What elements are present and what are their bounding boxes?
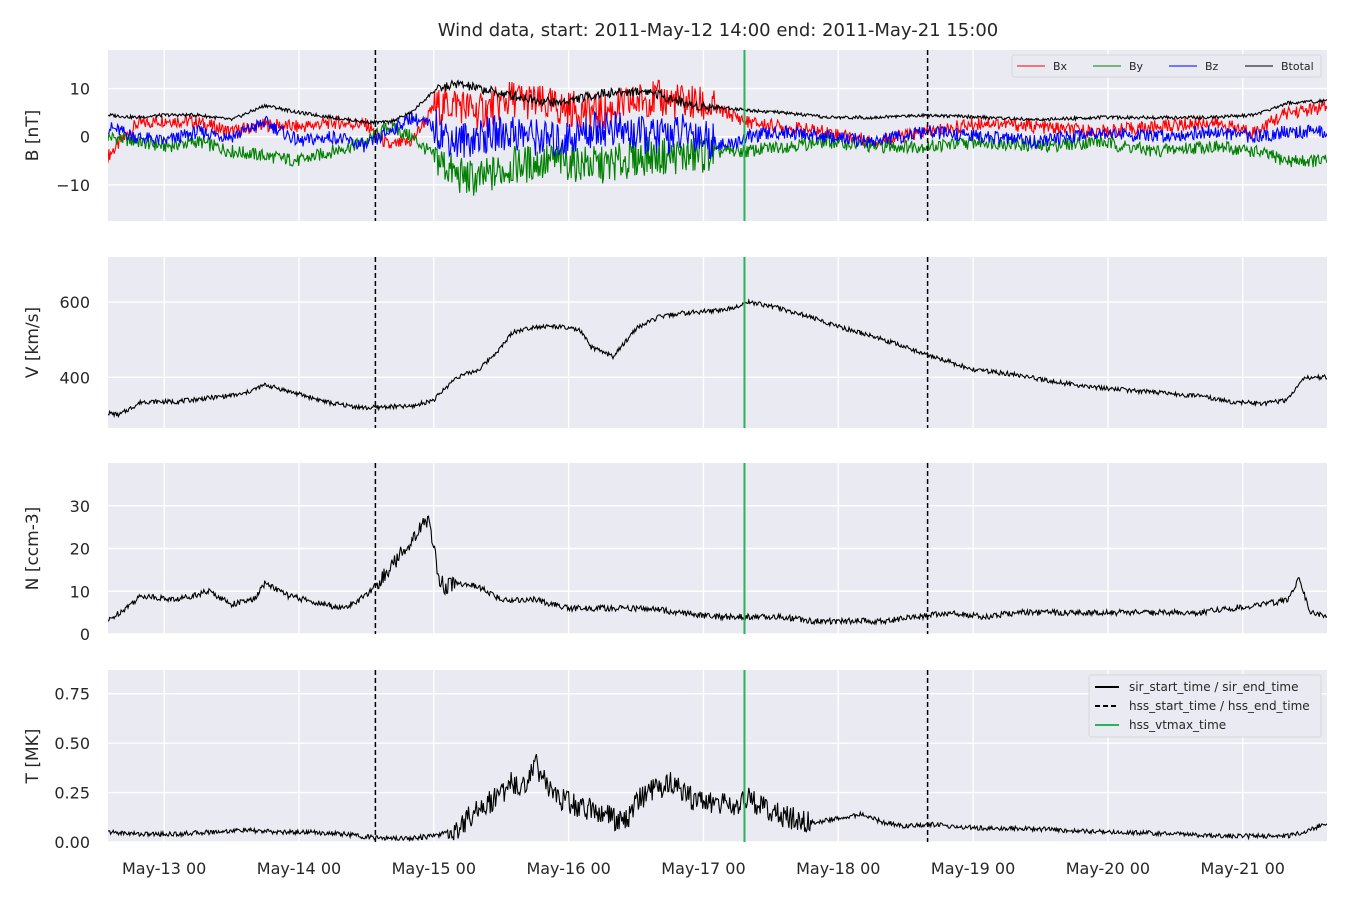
series-line-Bz	[108, 109, 1327, 160]
x-tick-label: May-13 00	[122, 859, 206, 878]
series-line-By	[108, 122, 1327, 196]
series-line-Bx	[108, 79, 1327, 163]
x-tick-label: May-21 00	[1201, 859, 1285, 878]
legend-label: sir_start_time / sir_end_time	[1129, 680, 1299, 694]
legend-label: hss_start_time / hss_end_time	[1129, 699, 1310, 713]
x-tick-label: May-17 00	[661, 859, 745, 878]
series-group	[108, 79, 1327, 196]
x-tick-label: May-16 00	[526, 859, 610, 878]
y-tick-label: 0.50	[54, 734, 90, 753]
x-tick-label: May-15 00	[392, 859, 476, 878]
legend-label: hss_vtmax_time	[1129, 718, 1226, 732]
series-line-N	[108, 515, 1327, 626]
y-tick-label: 10	[70, 582, 90, 601]
series-line-Btotal	[108, 79, 1327, 126]
y-axis-label: N [ccm-3]	[23, 507, 43, 591]
legend-b: Bx By Bz Btotal	[1011, 54, 1322, 78]
series-group	[108, 298, 1327, 419]
legend-label-Bz: Bz	[1205, 60, 1219, 73]
panel-B: −10 0 10 B [nT] Bx By Bz Btotal	[23, 50, 1327, 221]
x-tick-label: May-14 00	[257, 859, 341, 878]
y-axis-label: V [km/s]	[23, 307, 43, 378]
y-tick-label: 0.75	[54, 685, 90, 704]
series-line-T	[108, 754, 1327, 842]
x-tick-label: May-19 00	[931, 859, 1015, 878]
y-tick-label: 10	[70, 80, 90, 99]
y-axis-label: T [MK]	[23, 729, 43, 785]
plot-background	[108, 257, 1327, 428]
legend-label-Btotal: Btotal	[1281, 60, 1314, 73]
legend-t: sir_start_time / sir_end_time hss_start_t…	[1088, 674, 1322, 738]
y-tick-label: 20	[70, 540, 90, 559]
series-line-V	[108, 298, 1327, 419]
panel-V: 400 600 V [km/s]	[23, 257, 1327, 428]
legend-box	[1088, 674, 1322, 738]
y-tick-label: 600	[59, 293, 90, 312]
y-tick-label: 0.25	[54, 784, 90, 803]
chart-title: Wind data, start: 2011-May-12 14:00 end:…	[438, 20, 998, 41]
legend-label-By: By	[1129, 60, 1144, 73]
x-tick-label: May-18 00	[796, 859, 880, 878]
series-group	[108, 515, 1327, 626]
y-tick-label: 30	[70, 497, 90, 516]
y-tick-label: 0.00	[54, 833, 90, 852]
panel-T: 0.00 0.25 0.50 0.75 T [MK] sir_start_time / s…	[23, 670, 1327, 852]
legend-label-Bx: Bx	[1053, 60, 1068, 73]
legend-box	[1011, 54, 1322, 78]
y-tick-label: 0	[80, 625, 90, 644]
x-tick-label: May-20 00	[1066, 859, 1150, 878]
y-tick-label: 0	[80, 128, 90, 147]
y-axis-label: B [nT]	[23, 110, 43, 162]
y-tick-label: −10	[56, 176, 90, 195]
series-group	[108, 754, 1327, 842]
panel-N: 0 10 20 30 N [ccm-3]	[23, 463, 1327, 644]
y-tick-label: 400	[59, 368, 90, 387]
